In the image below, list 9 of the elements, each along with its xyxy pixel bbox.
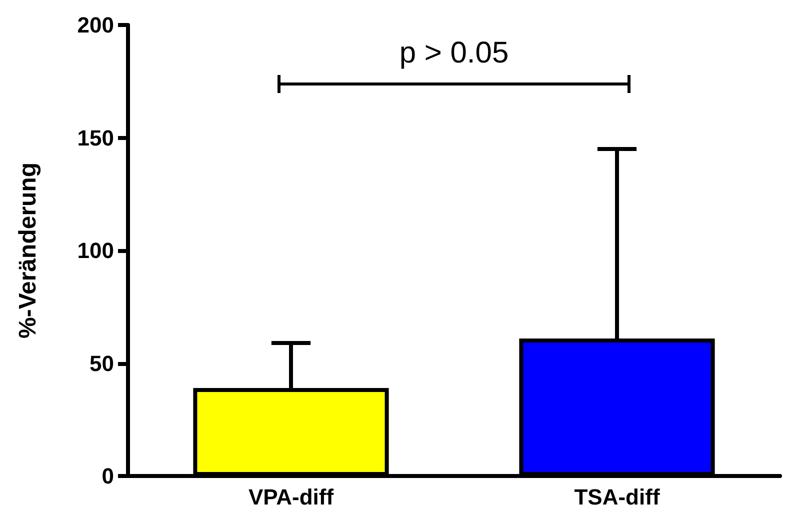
x-tick-label: VPA-diff [248,484,334,510]
y-tick-label: 100 [77,238,114,263]
y-tick-label: 50 [90,350,114,376]
annotation: p > 0.05 [399,36,509,70]
y-tick-label: 200 [77,12,114,38]
y-axis-title: %-Veränderung [14,162,42,339]
y-tick-label: 150 [77,125,114,150]
y-tick-label: 0 [102,464,114,488]
x-tick-label: TSA-diff [574,484,660,510]
